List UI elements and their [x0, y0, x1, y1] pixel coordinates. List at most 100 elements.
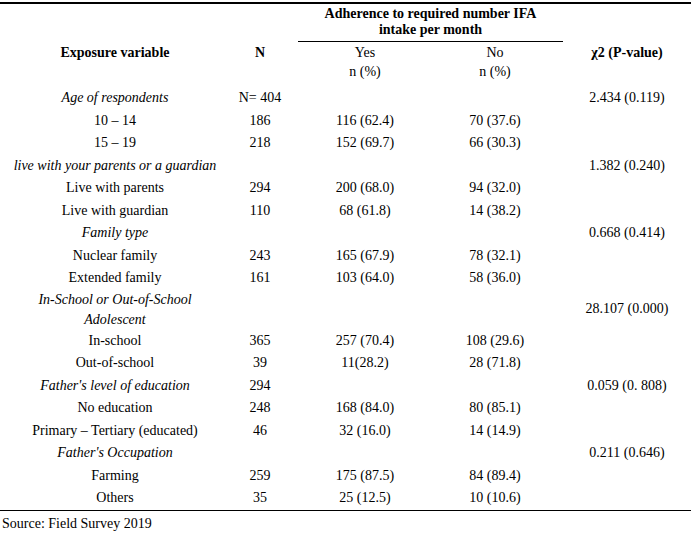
yes-cell: 103 (64.0): [290, 267, 440, 290]
n-cell: 259: [230, 465, 290, 488]
table-row: Live with guardian 110 68 (61.8) 14 (38.…: [0, 200, 691, 223]
no-cell: [440, 155, 550, 178]
exposure-cell: 10 – 14: [0, 110, 230, 133]
exposure-cell: live with your parents or a guardian: [0, 155, 230, 178]
exposure-cell: Others: [0, 487, 230, 510]
no-cell: 78 (32.1): [440, 245, 550, 268]
table-row: Primary – Tertiary (educated) 46 32 (16.…: [0, 420, 691, 443]
yes-cell: 257 (70.4): [290, 330, 440, 353]
chi-cell: [550, 330, 691, 353]
span-header-row: Adherence to required number IFA intake …: [0, 3, 691, 42]
col-header-exposure-variable: Exposure variable: [0, 42, 230, 63]
exposure-cell: In-school: [0, 330, 230, 353]
chi-cell: 0.059 (0. 808): [550, 375, 691, 398]
exposure-cell: Nuclear family: [0, 245, 230, 268]
no-cell: 80 (85.1): [440, 397, 550, 420]
n-cell: 186: [230, 110, 290, 133]
col-header-n: N: [230, 42, 290, 63]
exposure-cell: No education: [0, 397, 230, 420]
exposure-cell: Family type: [0, 222, 230, 245]
no-cell: [440, 87, 550, 110]
n-cell: 365: [230, 330, 290, 353]
yes-cell: [290, 375, 440, 398]
empty-cell: [0, 3, 230, 42]
table-row: Live with parents 294 200 (68.0) 94 (32.…: [0, 177, 691, 200]
table-row: In-School or Out-of-School Adolescent 28…: [0, 290, 691, 330]
yes-cell: 32 (16.0): [290, 420, 440, 443]
span-header-cell: Adherence to required number IFA intake …: [290, 3, 550, 42]
chi-cell: [550, 397, 691, 420]
yes-cell: 25 (12.5): [290, 487, 440, 510]
table-row: Extended family 161 103 (64.0) 58 (36.0): [0, 267, 691, 290]
table-body: Age of respondents N= 404 2.434 (0.119) …: [0, 87, 691, 510]
no-cell: 70 (37.6): [440, 110, 550, 133]
no-cell: 58 (36.0): [440, 267, 550, 290]
no-cell: [440, 290, 550, 330]
chi-cell: [550, 420, 691, 443]
chi-cell: [550, 465, 691, 488]
exposure-cell: Primary – Tertiary (educated): [0, 420, 230, 443]
table-row: live with your parents or a guardian 1.3…: [0, 155, 691, 178]
no-cell: 84 (89.4): [440, 465, 550, 488]
empty-cell: [230, 63, 290, 87]
adherence-table: Adherence to required number IFA intake …: [0, 2, 691, 511]
n-cell: 218: [230, 132, 290, 155]
exposure-cell: Farming: [0, 465, 230, 488]
chi-cell: 1.382 (0.240): [550, 155, 691, 178]
table-header: Adherence to required number IFA intake …: [0, 3, 691, 87]
yes-cell: [290, 87, 440, 110]
exposure-cell: Father's Occupation: [0, 442, 230, 465]
yes-cell: 11(28.2): [290, 352, 440, 375]
table-row: 15 – 19 218 152 (69.7) 66 (30.3): [0, 132, 691, 155]
table-row: In-school 365 257 (70.4) 108 (29.6): [0, 330, 691, 353]
chi-cell: [550, 132, 691, 155]
chi-cell: [550, 267, 691, 290]
source-note: Source: Field Survey 2019: [2, 516, 691, 532]
exposure-cell: Live with guardian: [0, 200, 230, 223]
empty-cell: [550, 3, 691, 42]
exposure-cell: In-School or Out-of-School Adolescent: [0, 290, 230, 330]
n-cell: [230, 155, 290, 178]
yes-cell: [290, 222, 440, 245]
n-cell: 294: [230, 375, 290, 398]
table-row: Farming 259 175 (87.5) 84 (89.4): [0, 465, 691, 488]
chi-cell: 0.211 (0.646): [550, 442, 691, 465]
table-row: Nuclear family 243 165 (67.9) 78 (32.1): [0, 245, 691, 268]
table-row: No education 248 168 (84.0) 80 (85.1): [0, 397, 691, 420]
table-row: 10 – 14 186 116 (62.4) 70 (37.6): [0, 110, 691, 133]
n-cell: 35: [230, 487, 290, 510]
chi-cell: [550, 177, 691, 200]
yes-cell: 200 (68.0): [290, 177, 440, 200]
no-cell: 94 (32.0): [440, 177, 550, 200]
n-cell: 294: [230, 177, 290, 200]
chi-cell: [550, 110, 691, 133]
chi-cell: [550, 352, 691, 375]
no-cell: [440, 442, 550, 465]
empty-cell: [230, 3, 290, 42]
exposure-cell: Extended family: [0, 267, 230, 290]
no-cell: 28 (71.8): [440, 352, 550, 375]
yes-cell: [290, 155, 440, 178]
exposure-cell: Father's level of education: [0, 375, 230, 398]
n-cell: 110: [230, 200, 290, 223]
subunit-header-row: n (%) n (%): [0, 63, 691, 87]
exposure-cell: Age of respondents: [0, 87, 230, 110]
yes-cell: 165 (67.9): [290, 245, 440, 268]
chi-cell: [550, 245, 691, 268]
col-header-chi2-pvalue: χ2 (P-value): [550, 42, 691, 63]
table-row: Others 35 25 (12.5) 10 (10.6): [0, 487, 691, 510]
n-cell: 39: [230, 352, 290, 375]
table-row: Father's level of education 294 0.059 (0…: [0, 375, 691, 398]
chi-cell: [550, 200, 691, 223]
no-cell: 10 (10.6): [440, 487, 550, 510]
n-cell: 248: [230, 397, 290, 420]
table-row: Family type 0.668 (0.414): [0, 222, 691, 245]
table-row: Out-of-school 39 11(28.2) 28 (71.8): [0, 352, 691, 375]
column-header-row: Exposure variable N Yes No χ2 (P-value): [0, 42, 691, 63]
yes-cell: 175 (87.5): [290, 465, 440, 488]
table-row: Age of respondents N= 404 2.434 (0.119): [0, 87, 691, 110]
chi-cell: 0.668 (0.414): [550, 222, 691, 245]
table-row: Father's Occupation 0.211 (0.646): [0, 442, 691, 465]
no-cell: [440, 222, 550, 245]
exposure-cell: Out-of-school: [0, 352, 230, 375]
